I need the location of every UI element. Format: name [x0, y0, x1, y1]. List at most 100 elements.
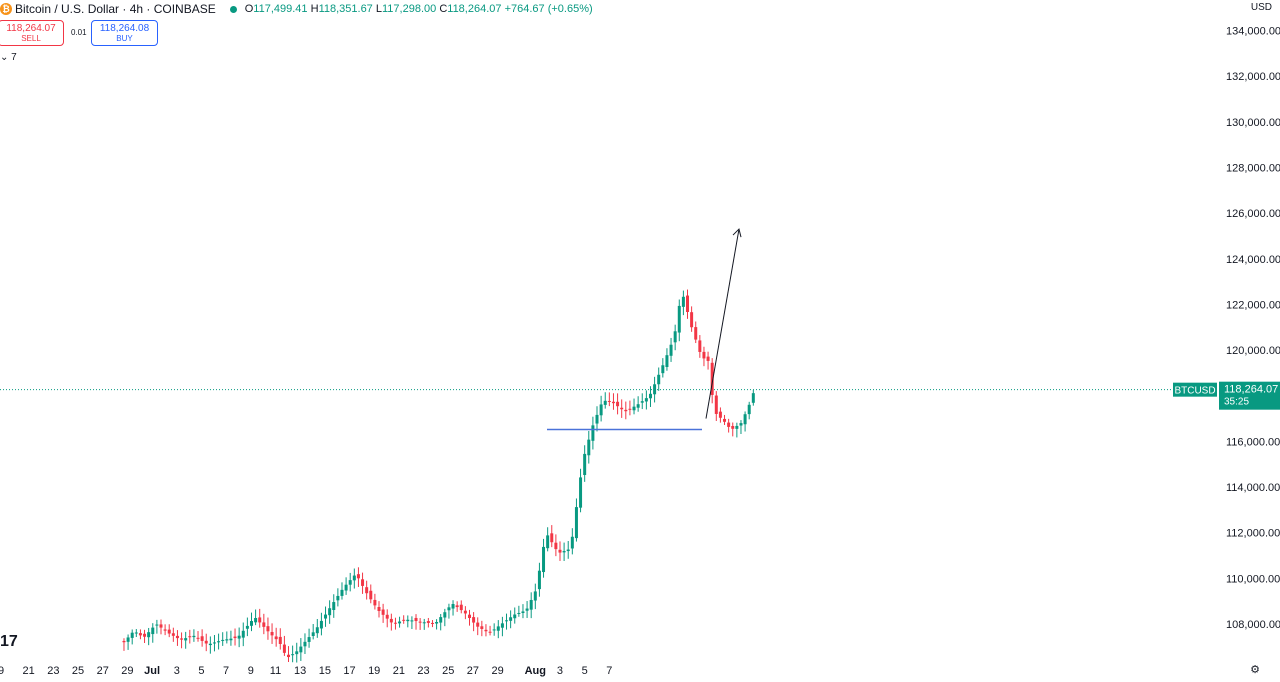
- candle-body: [336, 595, 340, 601]
- candle-body: [542, 546, 546, 573]
- candle-body: [496, 626, 500, 631]
- candle-body: [624, 409, 628, 412]
- candle-body: [278, 636, 282, 644]
- candle-body: [751, 393, 755, 403]
- candle-body: [295, 651, 299, 655]
- candle-body: [681, 296, 685, 307]
- y-tick-label: 114,000.00: [1226, 482, 1280, 494]
- x-tick-label: 27: [467, 665, 479, 677]
- candle-body: [217, 641, 221, 643]
- candle-body: [583, 453, 587, 476]
- candle-body: [677, 305, 681, 333]
- indicators-toggle[interactable]: ⌄ 7: [0, 52, 17, 63]
- candle-body: [472, 617, 476, 623]
- candle-body: [287, 654, 291, 658]
- candle-body: [747, 404, 751, 415]
- candle-body: [159, 624, 163, 628]
- x-tick-label: 7: [606, 665, 612, 677]
- y-tick-label: 124,000.00: [1226, 254, 1280, 266]
- candle-body: [332, 602, 336, 611]
- candle-body: [566, 549, 570, 552]
- candle-body: [607, 400, 611, 402]
- currency-selector[interactable]: USD: [1250, 2, 1272, 13]
- buy-button[interactable]: 118,264.08 BUY: [91, 20, 158, 46]
- candle-body: [155, 624, 159, 626]
- candle-body: [447, 607, 451, 611]
- candle-body: [134, 632, 138, 634]
- candle-body: [616, 401, 620, 407]
- candle-body: [562, 551, 566, 553]
- candle-body: [509, 617, 513, 621]
- x-tick-label: 25: [72, 665, 84, 677]
- candle-body: [632, 406, 636, 411]
- gear-icon[interactable]: ⚙: [1250, 664, 1260, 676]
- x-tick-label: 13: [294, 665, 306, 677]
- candle-body: [521, 611, 525, 613]
- candle-body: [505, 620, 509, 622]
- candle-body: [385, 614, 389, 619]
- candle-body: [500, 623, 504, 628]
- x-tick-label: 29: [121, 665, 133, 677]
- candle-body: [644, 398, 648, 402]
- candle-body: [620, 407, 624, 410]
- candle-body: [188, 636, 192, 638]
- candle-body: [389, 618, 393, 623]
- candle-body: [710, 362, 714, 395]
- candle-body: [143, 633, 147, 637]
- candle-body: [525, 608, 529, 611]
- candle-body: [245, 625, 249, 629]
- y-tick-label: 126,000.00: [1226, 208, 1280, 220]
- candle-body: [595, 414, 599, 424]
- candle-body: [180, 638, 184, 640]
- candle-body: [435, 621, 439, 624]
- candle-body: [727, 422, 731, 427]
- candle-body: [126, 637, 130, 642]
- candle-body: [529, 599, 533, 610]
- candle-body: [192, 635, 196, 638]
- candle-countdown: 35:25: [1224, 397, 1249, 408]
- candle-body: [282, 644, 286, 653]
- candle-body: [714, 395, 718, 414]
- bitcoin-icon: ₿: [0, 3, 12, 15]
- x-tick-label: 17: [343, 665, 355, 677]
- candle-body: [196, 637, 200, 639]
- sell-button[interactable]: 118,264.07 SELL: [0, 20, 64, 46]
- candle-body: [381, 609, 385, 615]
- candle-body: [731, 426, 735, 429]
- candle-body: [398, 621, 402, 624]
- candle-body: [587, 439, 591, 456]
- candle-body: [315, 627, 319, 634]
- candle-body: [356, 574, 360, 579]
- candle-body: [328, 608, 332, 616]
- candle-body: [455, 605, 459, 608]
- candle-body: [686, 295, 690, 313]
- candle-body: [241, 630, 245, 638]
- candle-body: [422, 622, 426, 624]
- candle-body: [303, 641, 307, 647]
- candle-body: [221, 639, 225, 641]
- candle-body: [648, 393, 652, 399]
- y-tick-label: 120,000.00: [1226, 345, 1280, 357]
- candle-body: [418, 621, 422, 623]
- arrow-head-icon: [732, 228, 742, 238]
- candle-body: [558, 549, 562, 553]
- candle-body: [319, 620, 323, 629]
- candle-body: [476, 622, 480, 627]
- candle-body: [361, 579, 365, 586]
- candle-body: [138, 633, 142, 636]
- candle-body: [324, 614, 328, 619]
- candle-body: [480, 626, 484, 629]
- candle-body: [537, 570, 541, 590]
- last-price-badge: [1219, 381, 1280, 410]
- candle-body: [237, 635, 241, 639]
- x-tick-label: 7: [223, 665, 229, 677]
- symbol-title[interactable]: Bitcoin / U.S. Dollar · 4h · COINBASE: [15, 2, 216, 16]
- candle-body: [258, 617, 262, 623]
- candle-body: [151, 627, 155, 635]
- candle-body: [690, 312, 694, 328]
- candle-body: [147, 632, 151, 638]
- candle-body: [307, 637, 311, 642]
- candle-body: [184, 638, 188, 641]
